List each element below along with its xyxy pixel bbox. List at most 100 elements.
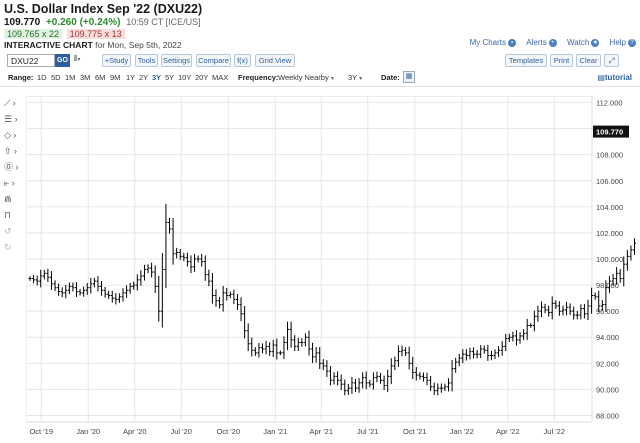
page-title: U.S. Dollar Index Sep '22 (DXU22) [4, 2, 203, 16]
last-price: 109.770 [4, 17, 41, 28]
last-value-text: 109.770 [596, 128, 623, 137]
annotation-tool[interactable]: ⓪ › [4, 160, 24, 174]
watch-link[interactable]: Watch ★ [566, 38, 600, 47]
range-max[interactable]: MAX [212, 73, 229, 82]
shape-tool[interactable]: ◇ › [4, 128, 24, 142]
range-5y[interactable]: 5Y [165, 73, 175, 82]
range-1y[interactable]: 1Y [126, 73, 136, 82]
templates-button[interactable]: Templates [505, 54, 547, 67]
range-9m[interactable]: 9M [110, 73, 121, 82]
price-chart-svg[interactable]: 112.000110.000108.000106.000104.000102.0… [25, 95, 640, 438]
tutorial-label: tutorial [604, 73, 632, 82]
range-20y[interactable]: 20Y [195, 73, 209, 82]
price-chart[interactable]: 112.000110.000108.000106.000104.000102.0… [25, 95, 640, 443]
alerts-link[interactable]: Alerts + [526, 38, 557, 47]
measure-tool[interactable]: ⫦ › [4, 176, 24, 190]
x-tick-label: Apr '22 [496, 427, 520, 436]
range-1m[interactable]: 1M [65, 73, 76, 82]
function-button[interactable]: f(x) [234, 54, 251, 67]
tutorial-icon: ▤ [597, 73, 605, 82]
bid-ask: 109.765 x 22 109.775 x 13 [4, 29, 127, 39]
x-tick-label: Jan '21 [263, 427, 287, 436]
compare-button[interactable]: Compare [196, 54, 231, 67]
calendar-button[interactable]: ▦ [403, 71, 415, 83]
range-3m[interactable]: 3M [80, 73, 91, 82]
tutorial-link[interactable]: ▤tutorial [597, 73, 632, 82]
arrow-tool[interactable]: ⇧ › [4, 144, 24, 158]
tools-button[interactable]: Tools [135, 54, 158, 67]
bid-value: 109.765 x 22 [4, 29, 63, 39]
go-button[interactable]: GO [55, 54, 70, 67]
range-3y[interactable]: 3Y [152, 73, 162, 82]
help-label: Help [609, 38, 626, 47]
redo-tool[interactable]: ↻ [4, 240, 24, 254]
undo-icon: ↺ [4, 226, 12, 236]
chart-type-select[interactable]: ⫴▾ [74, 54, 94, 67]
chart-toolbar: GO ⫴▾ +Study Tools Settings Compare f(x)… [0, 52, 640, 68]
redo-icon: ↻ [4, 242, 12, 252]
range-2y[interactable]: 2Y [139, 73, 149, 82]
frequency-label: Frequency: [238, 73, 279, 82]
line-tool[interactable]: ⟋ › [4, 96, 24, 110]
period-select[interactable]: 3Y ▾ [348, 73, 362, 82]
arrow-up-icon: ⇧ › [4, 146, 18, 156]
range-bar: Range: 1D 5D 1M 3M 6M 9M 1Y 2Y 3Y 5Y 10Y… [0, 71, 640, 85]
y-tick-label: 88.000 [596, 411, 619, 420]
y-tick-label: 102.000 [596, 229, 623, 238]
watch-label: Watch [566, 38, 590, 47]
range-5d[interactable]: 5D [51, 73, 61, 82]
y-tick-label: 94.000 [596, 333, 619, 342]
add-study-button[interactable]: +Study [102, 54, 131, 67]
x-tick-label: Jan '22 [450, 427, 474, 436]
chart-icon: ▪ [508, 38, 517, 47]
help-link[interactable]: Help? [610, 38, 636, 47]
last-value-badge: 109.770 [593, 125, 629, 138]
y-tick-label: 108.000 [596, 151, 623, 160]
frequency-select[interactable]: Weekly Nearby ▾ [278, 73, 334, 82]
lock-tool[interactable]: ⊓ [4, 208, 24, 222]
fibonacci-tool[interactable]: ☰ › [4, 112, 24, 126]
chevron-down-icon: ▾ [77, 57, 81, 63]
grid-view-button[interactable]: Grid View [255, 54, 295, 67]
x-tick-label: Oct '20 [216, 427, 240, 436]
my-charts-label: My Charts [469, 38, 507, 47]
top-links: My Charts ▪ Alerts + Watch ★ Help? [462, 38, 636, 47]
my-charts-link[interactable]: My Charts ▪ [469, 38, 517, 47]
frequency-value: Weekly Nearby [278, 73, 329, 82]
y-tick-label: 100.000 [596, 255, 623, 264]
range-10y[interactable]: 10Y [178, 73, 192, 82]
lock-icon: ⊓ [4, 210, 12, 220]
y-tick-label: 106.000 [596, 177, 623, 186]
fibonacci-icon: ☰ › [4, 114, 18, 124]
magnet-tool[interactable]: ⋒ [4, 192, 24, 206]
plus-icon: + [548, 38, 557, 47]
clear-button[interactable]: Clear [576, 54, 601, 67]
y-tick-label: 112.000 [596, 99, 623, 108]
x-tick-label: Apr '21 [309, 427, 333, 436]
toolbar-divider [0, 86, 640, 87]
y-tick-label: 92.000 [596, 359, 619, 368]
shape-icon: ◇ › [4, 130, 17, 140]
expand-button[interactable]: ⤢ [604, 54, 619, 67]
undo-tool[interactable]: ↺ [4, 224, 24, 238]
ask-value: 109.775 x 13 [66, 29, 125, 39]
x-tick-label: Jul '21 [357, 427, 378, 436]
y-tick-label: 90.000 [596, 385, 619, 394]
x-tick-label: Apr '20 [123, 427, 147, 436]
help-icon: ? [628, 38, 636, 47]
y-tick-label: 104.000 [596, 203, 623, 212]
settings-button[interactable]: Settings [161, 54, 192, 67]
chevron-down-icon: ▾ [330, 76, 334, 82]
calendar-icon: ▦ [405, 73, 413, 80]
range-1d[interactable]: 1D [37, 73, 47, 82]
star-icon: ★ [591, 38, 600, 47]
x-tick-label: Oct '19 [29, 427, 53, 436]
last-value-box [593, 125, 629, 138]
symbol-input[interactable] [7, 54, 55, 67]
print-button[interactable]: Print [550, 54, 573, 67]
x-tick-label: Jul '22 [544, 427, 565, 436]
range-6m[interactable]: 6M [95, 73, 106, 82]
range-label: Range: [8, 73, 34, 82]
candlestick-icon: ⫴ [74, 54, 78, 63]
x-tick-label: Oct '21 [403, 427, 427, 436]
